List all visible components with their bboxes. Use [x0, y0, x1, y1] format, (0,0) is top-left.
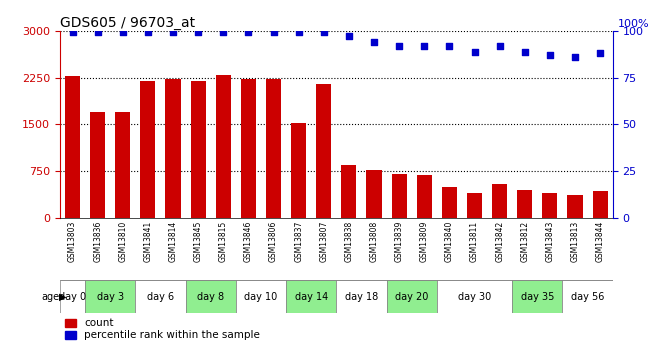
Point	[494, 43, 505, 49]
Bar	[241, 79, 256, 218]
Bar	[517, 190, 532, 218]
Point	[569, 55, 580, 60]
Bar	[437, 280, 512, 313]
Text: GSM13837: GSM13837	[294, 221, 303, 262]
Point	[419, 43, 430, 49]
Point	[469, 49, 480, 55]
Text: GSM13840: GSM13840	[445, 221, 454, 262]
Bar	[165, 79, 180, 218]
Point	[545, 52, 555, 58]
Point	[117, 29, 128, 35]
Text: GSM13812: GSM13812	[520, 221, 529, 262]
Point	[394, 43, 404, 49]
Bar	[542, 194, 557, 218]
Point	[243, 29, 254, 35]
Point	[293, 29, 304, 35]
Text: day 20: day 20	[395, 292, 428, 302]
Point	[369, 39, 380, 45]
Legend: count, percentile rank within the sample: count, percentile rank within the sample	[65, 318, 260, 341]
Point	[268, 29, 279, 35]
Bar	[316, 84, 331, 218]
Bar	[366, 170, 382, 218]
Point	[344, 33, 354, 39]
Text: day 10: day 10	[244, 292, 278, 302]
Text: GSM13814: GSM13814	[168, 221, 178, 262]
Bar	[135, 280, 186, 313]
Text: GSM13811: GSM13811	[470, 221, 479, 262]
Text: GSM13838: GSM13838	[344, 221, 354, 262]
Bar	[593, 191, 607, 218]
Bar	[291, 123, 306, 218]
Text: day 8: day 8	[197, 292, 224, 302]
Bar	[392, 174, 407, 218]
Text: GSM13841: GSM13841	[143, 221, 153, 262]
Text: GSM13845: GSM13845	[194, 221, 202, 262]
Text: GSM13843: GSM13843	[545, 221, 554, 262]
Point	[318, 29, 329, 35]
Bar	[85, 280, 135, 313]
Text: day 30: day 30	[458, 292, 491, 302]
Point	[595, 51, 605, 56]
Bar	[336, 280, 386, 313]
Point	[143, 29, 153, 35]
Bar	[266, 79, 281, 218]
Text: GSM13813: GSM13813	[571, 221, 579, 262]
Text: day 0: day 0	[59, 292, 86, 302]
Text: GSM13842: GSM13842	[495, 221, 504, 262]
Bar	[236, 280, 286, 313]
Bar	[190, 81, 206, 218]
Bar	[467, 194, 482, 218]
Bar	[386, 280, 437, 313]
Bar	[567, 195, 583, 218]
Text: GSM13803: GSM13803	[68, 221, 77, 262]
Text: day 3: day 3	[97, 292, 124, 302]
Text: GSM13807: GSM13807	[319, 221, 328, 262]
Text: age: age	[41, 292, 59, 302]
Bar	[60, 280, 85, 313]
Bar	[141, 81, 155, 218]
Text: GSM13836: GSM13836	[93, 221, 102, 262]
Bar	[216, 75, 231, 218]
Bar	[186, 280, 236, 313]
Point	[168, 29, 178, 35]
Bar	[342, 165, 356, 218]
Text: day 56: day 56	[571, 292, 604, 302]
Text: day 35: day 35	[521, 292, 554, 302]
Text: day 18: day 18	[345, 292, 378, 302]
Bar	[563, 280, 613, 313]
Text: day 14: day 14	[294, 292, 328, 302]
Text: GSM13839: GSM13839	[395, 221, 404, 262]
Bar	[512, 280, 563, 313]
Bar	[417, 175, 432, 218]
Point	[519, 49, 530, 55]
Point	[193, 29, 204, 35]
Bar	[286, 280, 336, 313]
Text: GSM13809: GSM13809	[420, 221, 429, 262]
Text: GSM13806: GSM13806	[269, 221, 278, 262]
Bar	[492, 184, 507, 218]
Text: GDS605 / 96703_at: GDS605 / 96703_at	[60, 16, 195, 30]
Bar	[442, 187, 457, 218]
Text: GSM13808: GSM13808	[370, 221, 378, 262]
Text: GSM13810: GSM13810	[119, 221, 127, 262]
Text: day 6: day 6	[147, 292, 174, 302]
Point	[67, 29, 78, 35]
Point	[444, 43, 455, 49]
Text: 100%: 100%	[618, 19, 650, 29]
Text: ▶: ▶	[59, 292, 66, 302]
Bar	[65, 76, 80, 218]
Text: GSM13846: GSM13846	[244, 221, 253, 262]
Point	[93, 29, 103, 35]
Point	[218, 29, 228, 35]
Text: GSM13844: GSM13844	[595, 221, 605, 262]
Bar	[90, 112, 105, 218]
Bar	[115, 112, 131, 218]
Text: GSM13815: GSM13815	[218, 221, 228, 262]
